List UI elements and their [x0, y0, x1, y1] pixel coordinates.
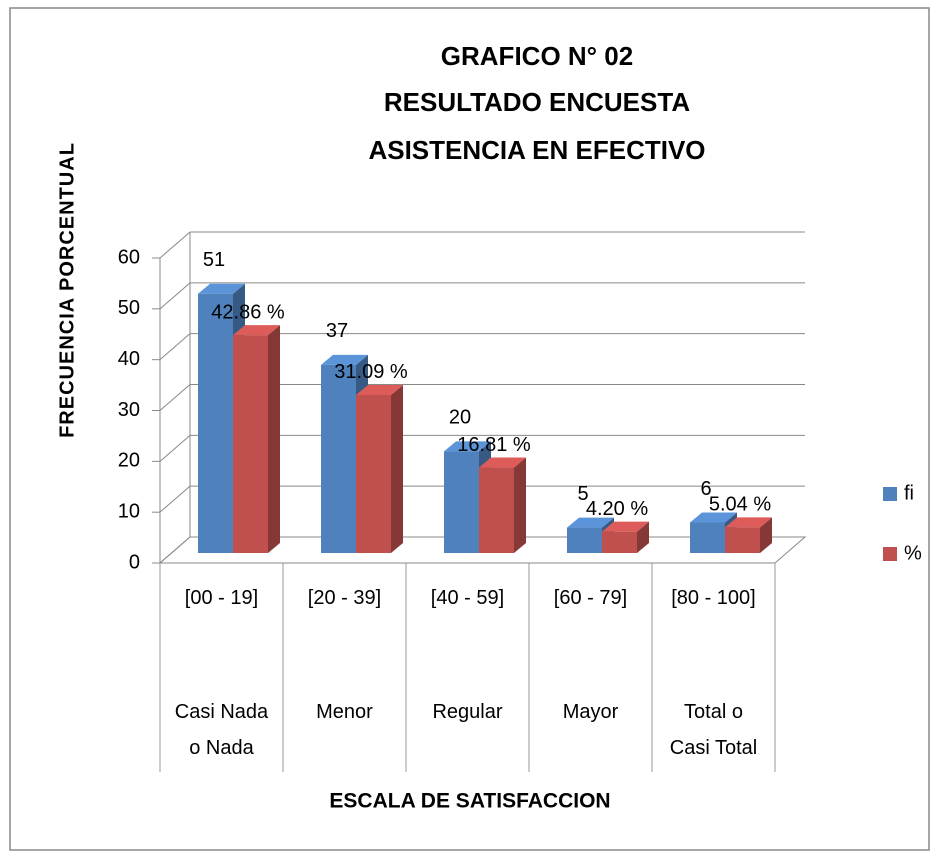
x-group-label: Total o Casi Total	[669, 701, 758, 759]
bar	[479, 467, 514, 553]
x-tick-label: [40 - 59]	[430, 587, 505, 609]
bar	[725, 527, 760, 553]
legend-swatch	[883, 487, 897, 501]
y-tick-label: 0	[129, 551, 140, 573]
bar-top	[567, 517, 614, 528]
data-label: 6	[700, 478, 711, 500]
bar-top	[198, 283, 245, 294]
bar	[321, 364, 356, 553]
x-axis-label: ESCALA DE SATISFACCION	[329, 790, 610, 813]
chart-border	[9, 7, 930, 851]
grid-line-side	[159, 231, 191, 259]
grid-line-side	[159, 536, 191, 564]
y-tick-label: 10	[118, 500, 140, 522]
y-tick-label: 50	[118, 297, 140, 319]
x-tick-label: [80 - 100]	[671, 587, 756, 609]
bar	[198, 293, 233, 553]
grid-line-side	[159, 333, 191, 361]
chart-title: ASISTENCIA EN EFECTIVO	[368, 135, 705, 165]
bar-side	[760, 517, 772, 553]
y-tick-label: 30	[118, 399, 140, 421]
chart-title: GRAFICO N° 02	[441, 41, 633, 71]
bar-top	[602, 521, 649, 532]
data-label: 5	[577, 483, 588, 505]
bar-top	[444, 441, 491, 452]
legend-swatch	[883, 547, 897, 561]
bar-side	[268, 325, 280, 553]
y-tick-label: 60	[118, 246, 140, 268]
bar-top	[690, 512, 737, 523]
data-label: 51	[203, 249, 225, 271]
data-label: 42.86 %	[211, 301, 285, 323]
y-tick-label: 40	[118, 348, 140, 370]
bar-side	[391, 384, 403, 553]
bar-top	[233, 325, 280, 336]
x-tick-label: [60 - 79]	[553, 587, 628, 609]
data-label: 16.81 %	[457, 434, 531, 456]
grid-line-side	[159, 282, 191, 310]
data-label: 31.09 %	[334, 361, 408, 383]
legend-label: fi	[904, 482, 914, 504]
bar	[567, 527, 602, 553]
x-tick-label: [20 - 39]	[307, 587, 382, 609]
bar	[602, 531, 637, 553]
bar-top	[725, 517, 772, 528]
bar	[444, 451, 479, 553]
x-tick-label: [00 - 19]	[184, 587, 259, 609]
data-label: 37	[326, 320, 348, 342]
bar	[233, 335, 268, 553]
bar-top	[356, 384, 403, 395]
grid-line-side	[159, 384, 191, 411]
x-group-label: Menor	[316, 701, 373, 723]
y-axis-label: FRECUENCIA PORCENTUAL	[56, 142, 78, 438]
grid-line-side	[159, 434, 191, 462]
data-label: 4.20 %	[586, 498, 648, 520]
bar-side	[637, 521, 649, 553]
chart-title: RESULTADO ENCUESTA	[384, 87, 690, 117]
grid-line-side	[159, 485, 191, 513]
bar-side	[514, 457, 526, 553]
bar	[690, 522, 725, 553]
y-tick-label: 20	[118, 450, 140, 472]
x-group-label: Regular	[432, 701, 503, 723]
x-group-label: Mayor	[562, 701, 619, 723]
data-label: 5.04 %	[709, 494, 771, 516]
legend-label: %	[904, 542, 922, 564]
x-group-label: Casi Nada o Nada	[174, 701, 269, 759]
bar-top	[479, 457, 526, 468]
bar	[356, 394, 391, 553]
data-label: 20	[449, 407, 471, 429]
bar-top	[321, 354, 368, 365]
